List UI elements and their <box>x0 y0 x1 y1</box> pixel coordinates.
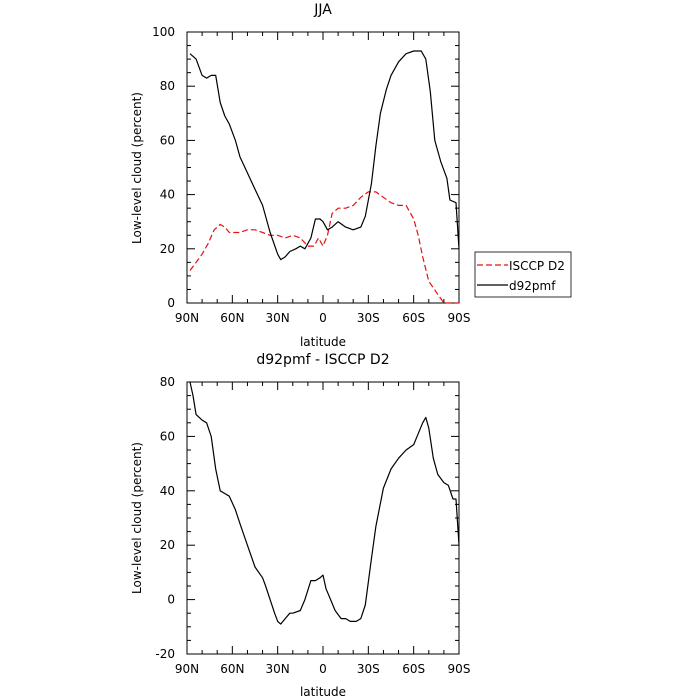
bottom-line-series-0 <box>189 381 460 625</box>
top-ticks: 90N 60N 30N 0 30S 60S 90S 0 20 40 60 80 100 <box>152 25 470 325</box>
bottom-series <box>189 381 460 625</box>
top-line-d92pmf <box>189 50 460 261</box>
legend-box <box>474 251 572 298</box>
bottom-title: d92pmf - ISCCP D2 <box>256 352 389 368</box>
legend: ISCCP D2 d92pmf <box>474 251 572 298</box>
bottom-xtick-label: 60N <box>220 662 244 676</box>
top-ytick-label: 80 <box>160 79 175 93</box>
top-xtick-label: 90N <box>175 311 199 325</box>
legend-label-d92pmf: d92pmf <box>509 279 556 293</box>
bottom-xtick-label: 60S <box>402 662 425 676</box>
top-line-isccp-d2 <box>189 191 459 304</box>
bottom-ytick-label: -20 <box>155 647 175 661</box>
panel-bottom: d92pmf - ISCCP D2 90N 60N 30N 0 30S 60S 90S -20… <box>130 352 470 699</box>
top-ytick-label: 0 <box>167 296 175 310</box>
top-title: JJA <box>313 2 332 18</box>
top-ytick-label: 100 <box>152 25 175 39</box>
bottom-xtick-label: 90S <box>448 662 471 676</box>
bottom-ytick-label: 60 <box>160 429 175 443</box>
top-axes-frame <box>186 31 460 304</box>
top-ytick-label: 20 <box>160 242 175 256</box>
top-xtick-label: 30S <box>357 311 380 325</box>
bottom-xtick-label: 0 <box>319 662 327 676</box>
top-xlabel: latitude <box>300 335 346 349</box>
top-xtick-label: 30N <box>266 311 290 325</box>
bottom-ylabel: Low-level cloud (percent) <box>130 442 144 594</box>
top-series <box>189 50 460 304</box>
top-xtick-label: 0 <box>319 311 327 325</box>
top-ytick-label: 40 <box>160 188 175 202</box>
top-xtick-label: 90S <box>448 311 471 325</box>
bottom-ytick-label: 20 <box>160 538 175 552</box>
top-ylabel: Low-level cloud (percent) <box>130 92 144 244</box>
bottom-xtick-label: 30N <box>266 662 290 676</box>
panel-top: JJA 90N 60N 30N 0 30S 60S 90S 0 20 40 60 80 100 lati… <box>130 2 470 349</box>
bottom-ytick-label: 80 <box>160 375 175 389</box>
bottom-xtick-label: 30S <box>357 662 380 676</box>
legend-label-isccp: ISCCP D2 <box>509 259 565 273</box>
top-ytick-label: 60 <box>160 133 175 147</box>
bottom-ticks: 90N 60N 30N 0 30S 60S 90S -20 0 20 40 60 80 <box>155 375 470 676</box>
top-xtick-label: 60S <box>402 311 425 325</box>
bottom-ytick-label: 40 <box>160 484 175 498</box>
bottom-xlabel: latitude <box>300 685 346 699</box>
top-xtick-label: 60N <box>220 311 244 325</box>
bottom-ytick-label: 0 <box>167 593 175 607</box>
bottom-xtick-label: 90N <box>175 662 199 676</box>
bottom-axes-frame <box>186 381 460 655</box>
